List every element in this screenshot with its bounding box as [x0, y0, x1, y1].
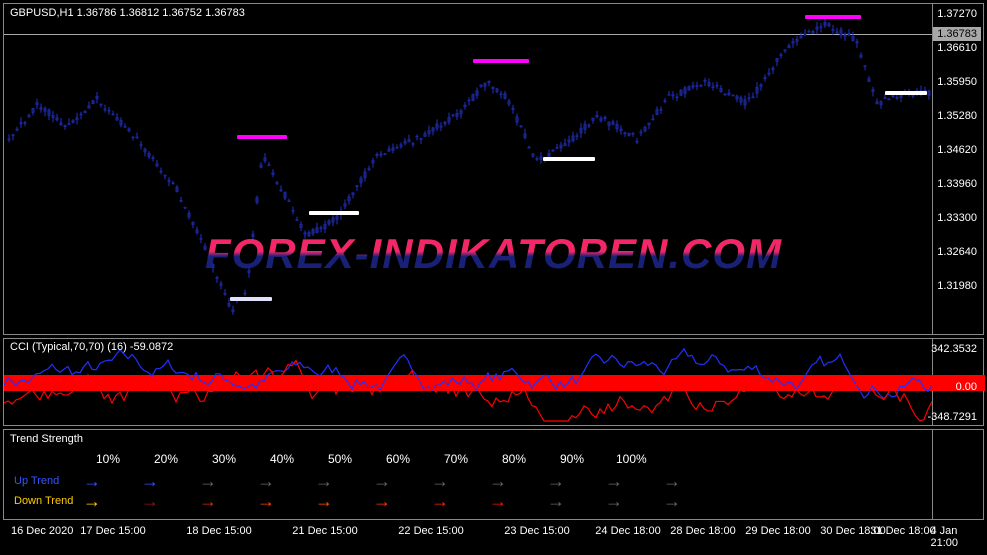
x-tick-label: 31 Dec 18:00: [870, 525, 935, 537]
swing-marker: [230, 297, 272, 301]
y-tick-label: 1.33300: [937, 212, 977, 224]
y-tick-label: 1.35950: [937, 76, 977, 88]
arrow-icon: →: [600, 472, 628, 490]
percent-label: 20%: [152, 452, 180, 466]
y-tick-label: 1.31980: [937, 280, 977, 292]
y-tick-label: 1.34620: [937, 144, 977, 156]
percent-row: 10% 20% 30% 40% 50% 60% 70% 80% 90% 100%: [94, 452, 644, 466]
swing-marker: [805, 15, 861, 19]
arrow-icon: →: [484, 472, 512, 490]
current-price-label: 1.36783: [933, 27, 981, 41]
time-axis: 16 Dec 2020 17 Dec 15:00 18 Dec 15:00 21 De…: [3, 522, 984, 552]
percent-label: 80%: [500, 452, 528, 466]
y-tick-label: 1.35280: [937, 110, 977, 122]
trend-strength-panel[interactable]: Trend Strength 10% 20% 30% 40% 50% 60% 70% 80% 9…: [3, 429, 984, 520]
x-tick-label: 21 Dec 15:00: [292, 525, 357, 537]
swing-marker: [237, 135, 287, 139]
cci-y-tick: -348.7291: [927, 411, 977, 423]
up-trend-label: Up Trend: [14, 475, 76, 487]
percent-label: 90%: [558, 452, 586, 466]
arrow-icon: →: [368, 492, 396, 510]
arrow-icon: →: [78, 472, 106, 490]
arrow-icon: →: [136, 472, 164, 490]
candlestick-area: [7, 7, 932, 333]
percent-label: 50%: [326, 452, 354, 466]
cci-label: CCI (Typical,70,70) (16) -59.0872: [10, 341, 173, 353]
arrow-icon: →: [78, 492, 106, 510]
percent-label: 10%: [94, 452, 122, 466]
x-tick-label: 22 Dec 15:00: [398, 525, 463, 537]
arrow-icon: →: [542, 472, 570, 490]
arrow-icon: →: [252, 492, 280, 510]
arrow-icon: →: [658, 492, 686, 510]
arrow-icon: →: [194, 492, 222, 510]
x-tick-label: 28 Dec 18:00: [670, 525, 735, 537]
arrow-icon: →: [368, 472, 396, 490]
percent-label: 100%: [616, 452, 644, 466]
x-tick-label: 18 Dec 15:00: [186, 525, 251, 537]
up-trend-row: Up Trend → → → → → → → → → → →: [14, 472, 686, 490]
arrow-icon: →: [658, 472, 686, 490]
arrow-icon: →: [426, 492, 454, 510]
y-tick-label: 1.37270: [937, 8, 977, 20]
x-tick-label: 24 Dec 18:00: [595, 525, 660, 537]
arrow-icon: →: [484, 492, 512, 510]
y-axis-separator: [932, 430, 933, 519]
trend-title: Trend Strength: [10, 433, 83, 445]
y-tick-label: 1.33960: [937, 178, 977, 190]
y-axis-separator: [932, 4, 933, 334]
arrow-icon: →: [194, 472, 222, 490]
x-tick-label: 4 Jan 21:00: [930, 525, 958, 549]
arrow-icon: →: [136, 492, 164, 510]
percent-label: 70%: [442, 452, 470, 466]
y-tick-label: 1.36610: [937, 42, 977, 54]
cci-y-tick: 342.3532: [931, 343, 977, 355]
cci-indicator-panel[interactable]: CCI (Typical,70,70) (16) -59.0872 342.35…: [3, 338, 984, 426]
swing-marker: [473, 59, 529, 63]
down-trend-row: Down Trend → → → → → → → → → → →: [14, 492, 686, 510]
up-arrow-cells: → → → → → → → → → →: [136, 472, 686, 490]
y-tick-label: 1.32640: [937, 246, 977, 258]
percent-label: 60%: [384, 452, 412, 466]
x-tick-label: 16 Dec 2020: [11, 525, 73, 537]
percent-label: 40%: [268, 452, 296, 466]
swing-marker: [543, 157, 595, 161]
arrow-icon: →: [310, 472, 338, 490]
down-trend-label: Down Trend: [14, 495, 76, 507]
candlesticks: [7, 7, 932, 333]
arrow-icon: →: [600, 492, 628, 510]
percent-label: 30%: [210, 452, 238, 466]
down-arrow-cells: → → → → → → → → → →: [136, 492, 686, 510]
x-tick-label: 17 Dec 15:00: [80, 525, 145, 537]
arrow-icon: →: [310, 492, 338, 510]
swing-marker: [309, 211, 359, 215]
arrow-icon: →: [252, 472, 280, 490]
arrow-icon: →: [426, 472, 454, 490]
cci-y-tick: 0.00: [956, 381, 977, 393]
x-tick-label: 23 Dec 15:00: [504, 525, 569, 537]
main-price-chart[interactable]: GBPUSD,H1 1.36786 1.36812 1.36752 1.3678…: [3, 3, 984, 335]
arrow-icon: →: [542, 492, 570, 510]
swing-marker: [885, 91, 927, 95]
x-tick-label: 29 Dec 18:00: [745, 525, 810, 537]
